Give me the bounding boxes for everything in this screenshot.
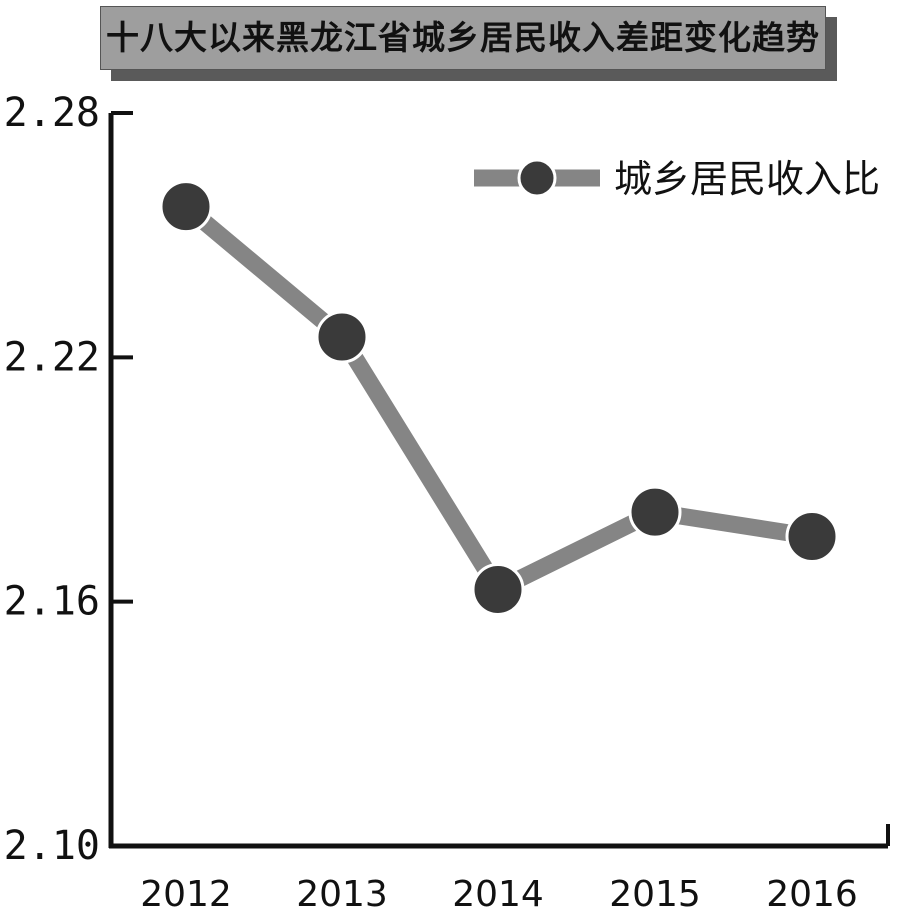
series-line-halo (178, 197, 814, 602)
legend-marker-sample (517, 158, 557, 198)
chart-title-banner: 十八大以来黑龙江省城乡居民收入差距变化趋势 (100, 6, 840, 83)
y-tick-label: 2.10 (4, 823, 100, 869)
data-point (315, 310, 369, 364)
y-tick-label: 2.16 (4, 579, 100, 625)
legend-label: 城乡居民收入比 (614, 157, 880, 201)
y-tick-label: 2.28 (4, 90, 100, 136)
chart-title: 十八大以来黑龙江省城乡居民收入差距变化趋势 (106, 18, 820, 57)
legend: 城乡居民收入比 (474, 157, 880, 201)
x-tick-label: 2012 (140, 874, 232, 915)
data-point (785, 510, 839, 564)
x-tick-label: 2014 (452, 874, 544, 915)
chart-axes (108, 113, 890, 849)
y-axis-ticks: 2.28 2.22 2.16 2.10 (4, 90, 133, 869)
data-point (159, 180, 213, 234)
x-tick-label: 2015 (609, 874, 701, 915)
x-tick-label: 2013 (296, 874, 388, 915)
y-tick-label: 2.22 (4, 334, 100, 380)
title-box (100, 6, 826, 70)
data-point (471, 562, 525, 616)
x-axis-ticks: 2012 2013 2014 2015 2016 (140, 874, 858, 915)
data-point (628, 485, 682, 539)
x-tick-label: 2016 (766, 874, 858, 915)
series-group (159, 180, 839, 616)
